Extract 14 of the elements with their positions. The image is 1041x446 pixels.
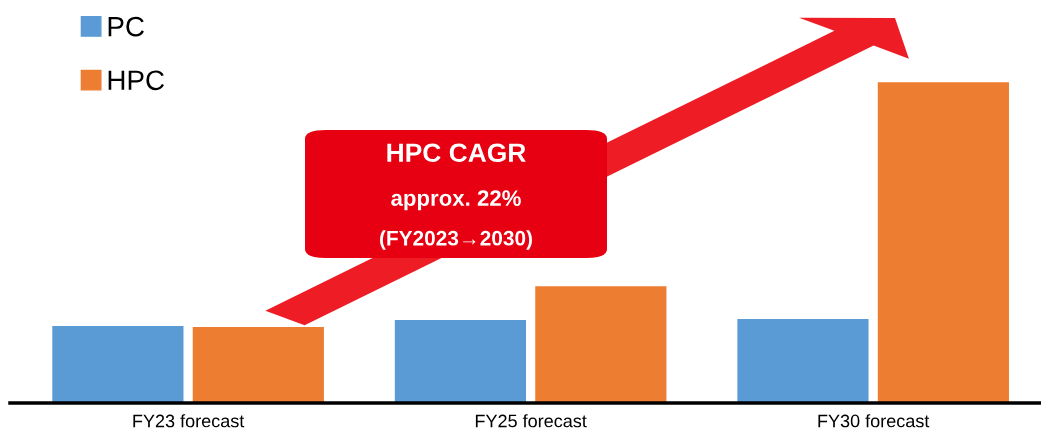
bar	[394, 319, 527, 403]
bar	[535, 286, 667, 403]
annotation: (FY2023→2030)	[380, 230, 532, 250]
annotation: HPC CAGR	[387, 143, 526, 163]
x-tick-label: FY25 forecast	[475, 414, 587, 428]
bar	[52, 326, 184, 403]
legend-label: HPC	[108, 70, 164, 91]
legend-label: PC	[108, 16, 144, 37]
x-tick-label: FY30 forecast	[818, 414, 930, 428]
bar	[877, 82, 1009, 403]
annotation: approx. 22%	[391, 190, 521, 211]
x-tick-label: FY23 forecast	[133, 414, 245, 428]
bar	[192, 326, 324, 403]
bar	[737, 318, 869, 403]
